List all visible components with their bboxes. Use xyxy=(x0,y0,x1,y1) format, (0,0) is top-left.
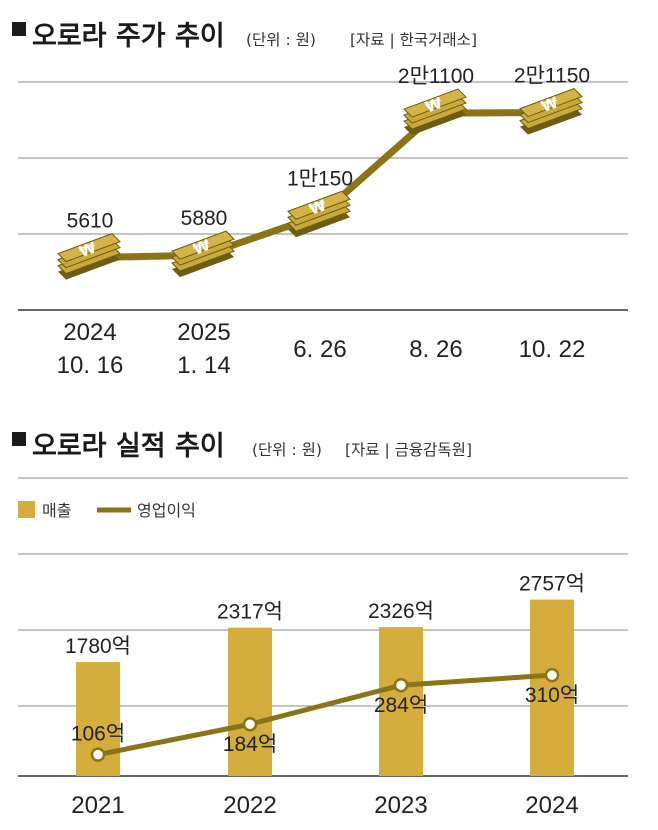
won-bill-stack-icon xyxy=(57,233,121,281)
stock-x-tick-label: 1. 14 xyxy=(177,352,230,379)
earnings-legend: 매출 영업이익 xyxy=(18,501,196,520)
profit-value-label: 184억 xyxy=(223,733,277,756)
sales-bars xyxy=(76,599,574,776)
earnings-x-tick-label: 2024 xyxy=(525,792,578,819)
legend-sales-swatch xyxy=(18,501,35,518)
profit-value-labels: 106억 184억 284억 310억 xyxy=(71,684,579,756)
stock-x-tick-label: 2025 xyxy=(177,319,230,346)
stock-x-ticks: 2024 10. 16 2025 1. 14 6. 26 8. 26 10. 2… xyxy=(57,319,586,379)
legend-sales-label: 매출 xyxy=(42,501,71,520)
stock-chart-title: 오로라 주가 추이 xyxy=(32,21,225,52)
stock-x-tick-label: 8. 26 xyxy=(409,336,462,363)
sales-value-label: 1780억 xyxy=(65,635,131,658)
sales-value-label: 2326억 xyxy=(368,600,434,623)
stock-value-label: 2만1100 xyxy=(398,65,474,88)
profit-value-label: 106억 xyxy=(71,723,125,746)
sales-value-label: 2757억 xyxy=(519,573,585,596)
stock-value-labels: 5610 5880 1만150 2만1100 2만1150 xyxy=(67,65,590,233)
stock-unit-note: (단위 : 원) xyxy=(246,31,316,49)
earnings-x-tick-label: 2023 xyxy=(374,792,427,819)
earnings-x-tick-label: 2021 xyxy=(71,792,124,819)
sales-bar xyxy=(530,599,574,776)
stock-x-tick-label: 6. 26 xyxy=(293,336,346,363)
won-bill-stack-icon xyxy=(403,88,467,136)
profit-value-label: 284억 xyxy=(374,694,428,717)
won-bill-stack-icon xyxy=(171,230,235,278)
earnings-source-note: [자료 | 금융감독원] xyxy=(345,441,472,459)
profit-line xyxy=(97,672,553,758)
legend-profit-label: 영업이익 xyxy=(137,501,196,520)
profit-polyline xyxy=(97,672,553,758)
stock-value-label: 5880 xyxy=(181,207,228,230)
won-bill-stack-icon xyxy=(287,190,351,238)
stock-title-bullet xyxy=(12,22,26,36)
sales-value-label: 2317억 xyxy=(217,601,283,624)
earnings-title-bullet xyxy=(12,432,26,446)
earnings-x-ticks: 2021 2022 2023 2024 xyxy=(71,792,578,819)
won-bill-stack-icon xyxy=(519,88,583,136)
profit-point xyxy=(393,677,409,693)
stock-x-tick-label: 10. 22 xyxy=(519,336,586,363)
earnings-x-tick-label: 2022 xyxy=(223,792,276,819)
stock-value-label: 1만150 xyxy=(287,167,353,190)
stock-value-label: 2만1150 xyxy=(514,65,590,88)
earnings-chart-title: 오로라 실적 추이 xyxy=(32,431,225,462)
sales-bar xyxy=(379,627,423,776)
stock-grid xyxy=(18,81,628,311)
profit-point xyxy=(90,747,106,762)
sales-value-labels: 1780억 2317억 2326억 2757억 xyxy=(65,573,585,659)
sales-bar xyxy=(228,627,272,776)
profit-point xyxy=(544,667,560,683)
stock-x-tick-label: 10. 16 xyxy=(57,352,124,379)
stock-source-note: [자료 | 한국거래소] xyxy=(350,31,477,49)
profit-point xyxy=(242,716,258,732)
earnings-unit-note: (단위 : 원) xyxy=(252,441,322,459)
stock-x-tick-label: 2024 xyxy=(63,319,116,346)
stock-value-label: 5610 xyxy=(67,210,114,233)
profit-points xyxy=(90,667,560,762)
profit-value-label: 310억 xyxy=(525,684,579,707)
